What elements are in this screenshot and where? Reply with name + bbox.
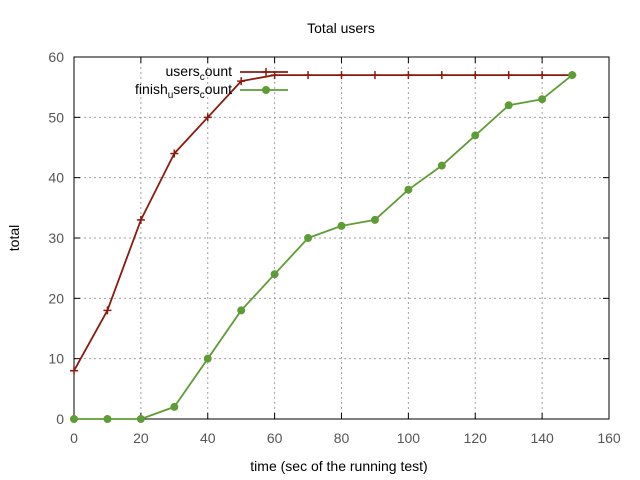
series-group [70,71,577,423]
dot-marker [437,161,446,170]
y-tick-label: 10 [48,351,64,367]
series-line [74,74,573,420]
legend-text-part: users [166,63,200,79]
legend-label: finishuserscount [135,81,232,101]
series-line [73,74,573,372]
grid [74,57,609,419]
legend-subscript: u [168,90,174,101]
x-tick-label: 80 [334,430,350,446]
plus-marker [237,77,246,86]
y-tick-label: 50 [48,109,64,125]
dot-marker [270,270,279,279]
legend-text-part: ount [205,81,232,97]
plus-marker [170,149,179,158]
x-tick-label: 120 [464,430,488,446]
dot-marker [471,131,480,140]
plus-marker [437,71,446,80]
dot-marker [203,354,212,363]
dot-marker [170,402,179,411]
legend-subscript: c [200,90,205,101]
dot-marker [370,215,379,224]
legend-entry-1: userscount [166,63,288,83]
y-tick-label: 60 [48,49,64,65]
plus-marker [404,71,413,80]
x-tick-label: 140 [530,430,554,446]
plus-marker [262,68,270,76]
plus-marker [538,71,547,80]
x-tick-label: 60 [267,430,283,446]
x-tick-label: 0 [70,430,78,446]
x-tick-label: 20 [133,430,149,446]
legend-text-part: ount [205,63,232,79]
axis-ticks: 0 20 40 60 80 100 120 140 160 0 10 20 30 40 50 60 [48,49,620,446]
x-tick-label: 40 [200,430,216,446]
dot-marker [337,221,346,230]
x-tick-label: 160 [597,430,621,446]
dot-marker [538,95,547,104]
plus-marker [337,71,346,80]
plus-marker [504,71,513,80]
legend-text-part: sers [173,81,199,97]
plus-marker [70,366,78,375]
legend-entry-2: finishuserscount [135,81,288,101]
dot-marker [568,71,577,80]
plus-marker [471,71,480,80]
y-tick-label: 40 [48,170,64,186]
dot-marker [304,234,313,242]
plus-marker [370,71,379,80]
y-axis-title: total [6,225,22,251]
plus-marker [203,113,212,122]
dot-marker [262,86,270,94]
series-2 [70,71,577,423]
plus-marker [103,306,112,315]
dot-marker [70,415,78,423]
dot-marker [136,415,145,423]
legend-text-part: finish [135,81,168,97]
x-tick-label: 100 [397,430,421,446]
dot-marker [404,185,413,194]
dot-marker [237,306,246,315]
series-1 [70,71,577,375]
dot-marker [103,415,112,423]
x-axis-title: time (sec of the running test) [250,458,427,474]
dot-marker [504,101,513,110]
y-tick-label: 20 [48,290,64,306]
y-tick-label: 30 [48,230,64,246]
plus-marker [136,215,145,224]
legend-label: userscount [166,63,233,83]
plus-marker [304,71,313,80]
chart-title: Total users [307,20,375,36]
y-tick-label: 0 [56,411,64,427]
legend-subscript: c [200,72,205,83]
